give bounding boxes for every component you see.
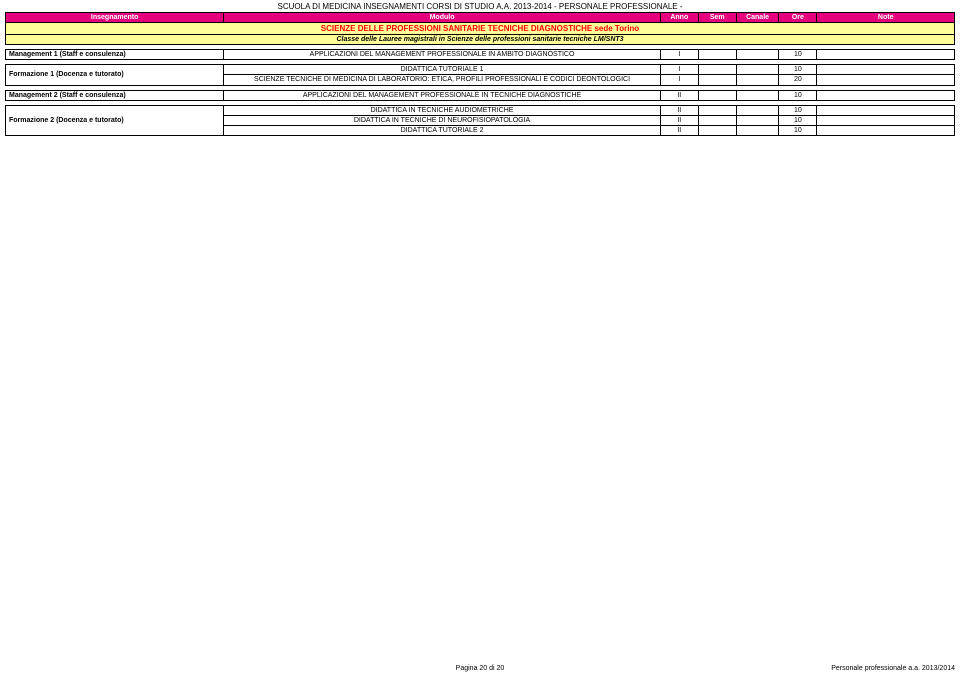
cell-anno: II	[660, 115, 698, 125]
table-row: Management 2 (Staff e consulenza) APPLIC…	[6, 90, 955, 100]
footer-right: Personale professionale a.a. 2013/2014	[831, 665, 955, 672]
cell-note	[817, 75, 955, 86]
cell-anno: II	[660, 90, 698, 100]
col-header-canale: Canale	[736, 13, 779, 23]
col-header-insegnamento: Insegnamento	[6, 13, 224, 23]
cell-sem	[698, 75, 736, 86]
main-table: Insegnamento Modulo Anno Sem Canale Ore …	[5, 12, 955, 45]
cell-anno: I	[660, 50, 698, 60]
cell-insegnamento: Formazione 1 (Docenza e tutorato)	[6, 65, 224, 86]
document-title: SCUOLA DI MEDICINA INSEGNAMENTI CORSI DI…	[5, 2, 955, 11]
cell-note	[817, 105, 955, 115]
cell-ore: 10	[779, 50, 817, 60]
cell-insegnamento: Management 2 (Staff e consulenza)	[6, 90, 224, 100]
cell-ore: 20	[779, 75, 817, 86]
cell-canale	[736, 50, 779, 60]
cell-insegnamento: Management 1 (Staff e consulenza)	[6, 50, 224, 60]
cell-ore: 10	[779, 125, 817, 135]
data-table-2: Formazione 1 (Docenza e tutorato) DIDATT…	[5, 64, 955, 86]
cell-modulo: DIDATTICA IN TECNICHE DI NEUROFISIOPATOL…	[224, 115, 661, 125]
cell-modulo: APPLICAZIONI DEL MANAGEMENT PROFESSIONAL…	[224, 90, 661, 100]
cell-canale	[736, 105, 779, 115]
cell-modulo: SCIENZE TECNICHE DI MEDICINA DI LABORATO…	[224, 75, 661, 86]
cell-insegnamento: Formazione 2 (Docenza e tutorato)	[6, 105, 224, 135]
cell-canale	[736, 65, 779, 75]
cell-sem	[698, 90, 736, 100]
cell-modulo: DIDATTICA IN TECNICHE AUDIOMETRICHE	[224, 105, 661, 115]
cell-ore: 10	[779, 115, 817, 125]
table-row: Management 1 (Staff e consulenza) APPLIC…	[6, 50, 955, 60]
cell-modulo: DIDATTICA TUTORIALE 1	[224, 65, 661, 75]
cell-anno: I	[660, 65, 698, 75]
cell-ore: 10	[779, 65, 817, 75]
cell-sem	[698, 65, 736, 75]
section-title: SCIENZE DELLE PROFESSIONI SANITARIE TECN…	[6, 23, 955, 35]
cell-sem	[698, 50, 736, 60]
table-row: Formazione 1 (Docenza e tutorato) DIDATT…	[6, 65, 955, 75]
section-title-row: SCIENZE DELLE PROFESSIONI SANITARIE TECN…	[6, 23, 955, 35]
col-header-note: Note	[817, 13, 955, 23]
data-table-4: Formazione 2 (Docenza e tutorato) DIDATT…	[5, 105, 955, 136]
cell-modulo: DIDATTICA TUTORIALE 2	[224, 125, 661, 135]
cell-ore: 10	[779, 105, 817, 115]
data-table-1: Management 1 (Staff e consulenza) APPLIC…	[5, 49, 955, 60]
col-header-anno: Anno	[660, 13, 698, 23]
cell-sem	[698, 125, 736, 135]
cell-canale	[736, 90, 779, 100]
page-footer: Pagina 20 di 20 Personale professionale …	[5, 665, 955, 672]
cell-canale	[736, 75, 779, 86]
cell-sem	[698, 105, 736, 115]
cell-note	[817, 115, 955, 125]
data-table-3: Management 2 (Staff e consulenza) APPLIC…	[5, 90, 955, 101]
col-header-ore: Ore	[779, 13, 817, 23]
cell-note	[817, 50, 955, 60]
cell-sem	[698, 115, 736, 125]
cell-modulo: APPLICAZIONI DEL MANAGEMENT PROFESSIONAL…	[224, 50, 661, 60]
cell-canale	[736, 125, 779, 135]
header-row: Insegnamento Modulo Anno Sem Canale Ore …	[6, 13, 955, 23]
col-header-modulo: Modulo	[224, 13, 661, 23]
section-subtitle: Classe delle Lauree magistrali in Scienz…	[6, 35, 955, 45]
col-header-sem: Sem	[698, 13, 736, 23]
cell-anno: II	[660, 125, 698, 135]
cell-anno: II	[660, 105, 698, 115]
cell-canale	[736, 115, 779, 125]
cell-note	[817, 125, 955, 135]
cell-ore: 10	[779, 90, 817, 100]
cell-note	[817, 90, 955, 100]
section-subtitle-row: Classe delle Lauree magistrali in Scienz…	[6, 35, 955, 45]
cell-anno: I	[660, 75, 698, 86]
footer-center: Pagina 20 di 20	[456, 665, 505, 672]
cell-note	[817, 65, 955, 75]
table-row: Formazione 2 (Docenza e tutorato) DIDATT…	[6, 105, 955, 115]
